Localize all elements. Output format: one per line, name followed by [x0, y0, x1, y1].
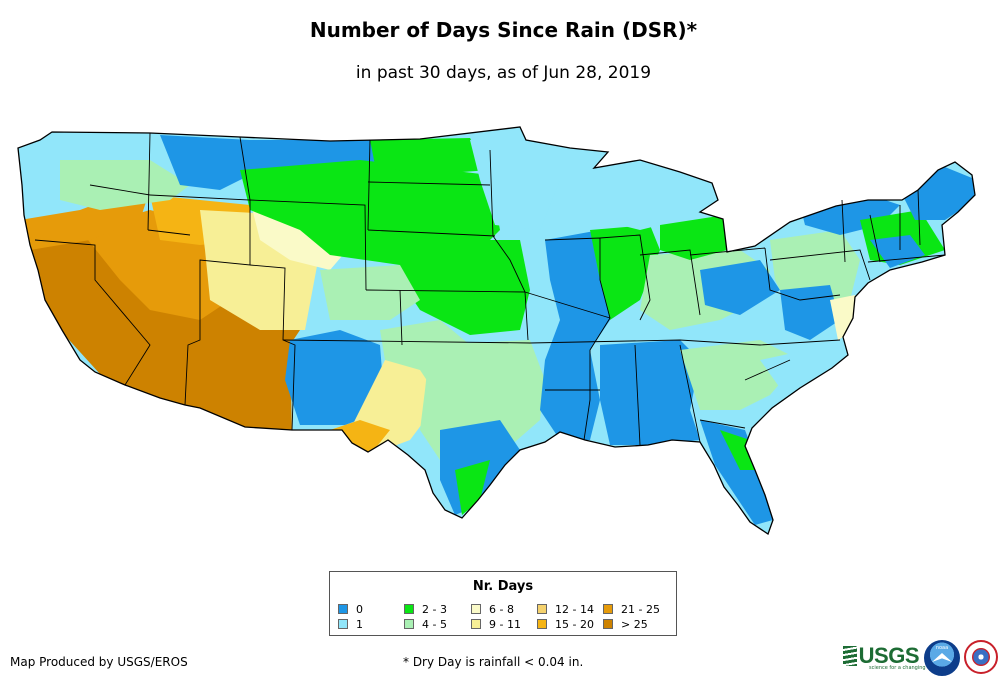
dsr-shading: [18, 127, 975, 534]
map-credit: Map Produced by USGS/EROS: [10, 655, 188, 669]
legend: Nr. Days 0 1 2 - 3 4 - 5 6 - 8 9 - 11 12…: [329, 571, 677, 636]
legend-item: 2 - 3: [404, 602, 447, 616]
legend-swatch: [603, 619, 613, 629]
state-boundaries: [34, 132, 946, 446]
legend-item: 6 - 8: [471, 602, 514, 616]
legend-label: 0: [356, 602, 363, 616]
nws-emblem-icon: [972, 648, 990, 666]
footnote: * Dry Day is rainfall < 0.04 in.: [403, 655, 584, 669]
usgs-waves-icon: [843, 646, 857, 666]
legend-label: > 25: [621, 617, 648, 631]
legend-label: 12 - 14: [555, 602, 594, 616]
legend-item: 4 - 5: [404, 617, 447, 631]
legend-swatch: [338, 619, 348, 629]
map-subtitle: in past 30 days, as of Jun 28, 2019: [355, 63, 652, 83]
legend-label: 1: [356, 617, 363, 631]
legend-swatch: [404, 619, 414, 629]
legend-label: 2 - 3: [422, 602, 447, 616]
legend-title: Nr. Days: [472, 579, 534, 594]
legend-swatch: [471, 604, 481, 614]
legend-swatch: [603, 604, 613, 614]
noaa-logo-icon: noaa: [924, 640, 960, 676]
usgs-tagline: science for a changing world: [869, 665, 941, 671]
legend-item: 1: [338, 617, 363, 631]
noaa-bird-icon: [932, 653, 952, 662]
legend-item: 0: [338, 602, 363, 616]
legend-label: 15 - 20: [555, 617, 594, 631]
noaa-logo-text: noaa: [935, 645, 949, 651]
nws-logo-icon: [964, 640, 998, 674]
legend-item: 9 - 11: [471, 617, 521, 631]
legend-label: 4 - 5: [422, 617, 447, 631]
legend-swatch: [471, 619, 481, 629]
legend-item: 15 - 20: [537, 617, 594, 631]
legend-swatch: [338, 604, 348, 614]
legend-swatch: [537, 619, 547, 629]
usgs-logo-text: USGS: [858, 643, 920, 668]
usgs-logo: USGS science for a changing world: [843, 643, 941, 671]
legend-item: > 25: [603, 617, 648, 631]
legend-item: 21 - 25: [603, 602, 660, 616]
map-title: Number of Days Since Rain (DSR)*: [309, 18, 698, 42]
legend-label: 6 - 8: [489, 602, 514, 616]
legend-swatch: [404, 604, 414, 614]
legend-swatch: [537, 604, 547, 614]
legend-label: 21 - 25: [621, 602, 660, 616]
legend-label: 9 - 11: [489, 617, 521, 631]
legend-item: 12 - 14: [537, 602, 594, 616]
